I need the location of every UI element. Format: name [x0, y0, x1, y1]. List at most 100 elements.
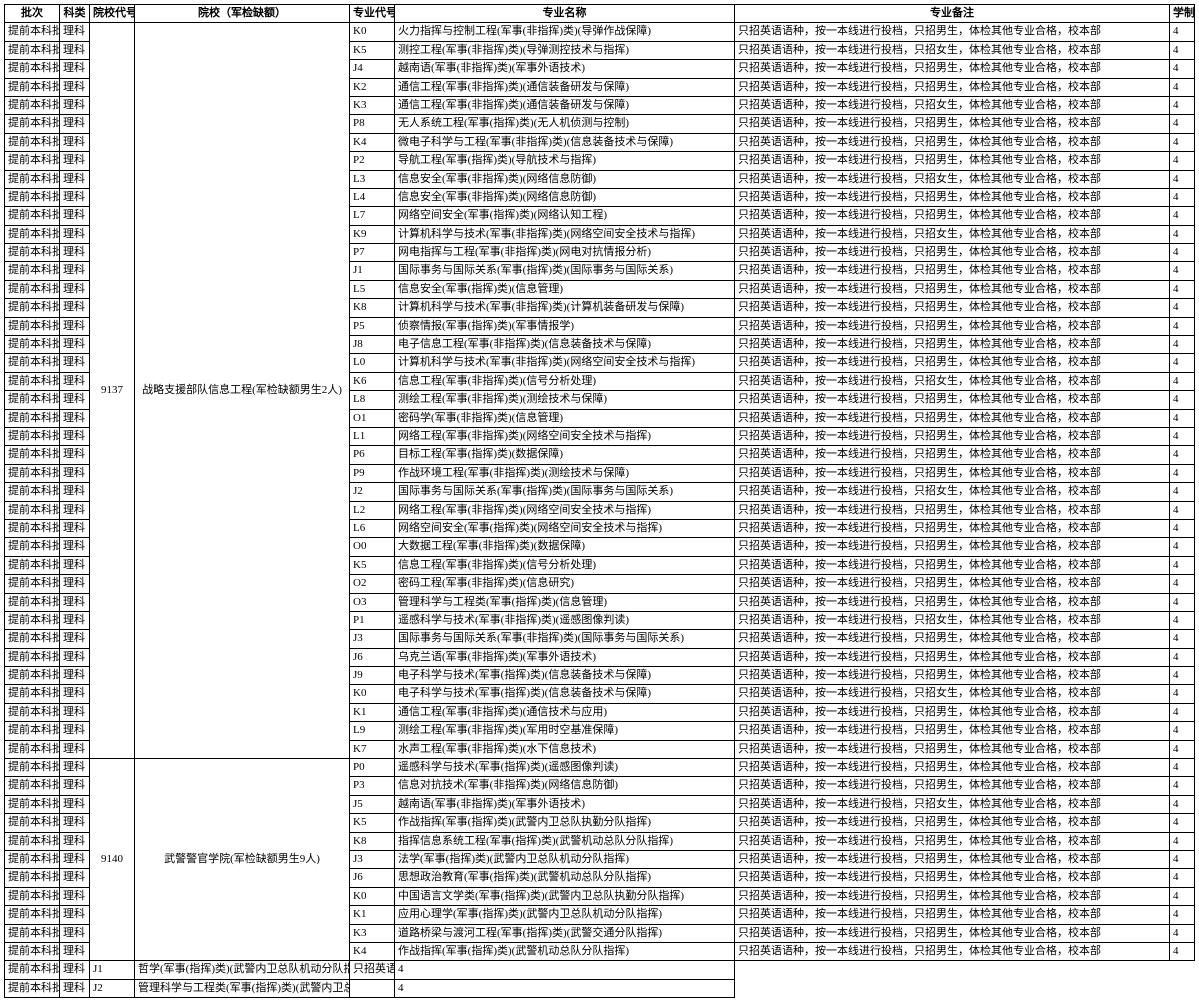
cell-subject: 理科 [60, 703, 90, 721]
cell-remark: 只招英语语种，按一本线进行投档，只招女生，体检其他专业合格，校本部 [735, 483, 1170, 501]
cell-year: 4 [1170, 869, 1195, 887]
cell-major: 微电子科学与工程(军事(非指挥)类)(信息装备技术与保障) [395, 133, 735, 151]
cell-batch: 提前本科批 [5, 777, 60, 795]
cell-year: 4 [1170, 446, 1195, 464]
cell-year: 4 [1170, 887, 1195, 905]
cell-subject: 理科 [60, 244, 90, 262]
col-batch: 批次 [5, 5, 60, 23]
cell-subject: 理科 [60, 372, 90, 390]
cell-major-code: L3 [350, 170, 395, 188]
cell-remark: 只招英语语种，按一本线进行投档，只招女生，体检其他专业合格，校本部 [735, 170, 1170, 188]
cell-remark: 只招英语语种，按一本线进行投档，只招男生，体检其他专业合格，校本部 [735, 519, 1170, 537]
cell-batch: 提前本科批 [5, 501, 60, 519]
cell-major-code: P7 [350, 244, 395, 262]
cell-major-code: K1 [350, 906, 395, 924]
cell-major: 网络空间安全(军事(指挥)类)(网络空间安全技术与指挥) [395, 519, 735, 537]
cell-remark: 只招英语语种，按一本线进行投档，只招男生，体检其他专业合格，校本部 [735, 832, 1170, 850]
cell-subject: 理科 [60, 41, 90, 59]
cell-major: 水声工程(军事(非指挥)类)(水下信息技术) [395, 740, 735, 758]
cell-batch: 提前本科批 [5, 409, 60, 427]
cell-remark: 只招英语语种，按一本线进行投档，只招女生，体检其他专业合格，校本部 [735, 225, 1170, 243]
cell-year: 4 [1170, 96, 1195, 114]
cell-batch: 提前本科批 [5, 703, 60, 721]
cell-major-code: J4 [350, 60, 395, 78]
cell-year: 4 [1170, 538, 1195, 556]
cell-batch: 提前本科批 [5, 78, 60, 96]
cell-major: 乌克兰语(军事(非指挥)类)(军事外语技术) [395, 648, 735, 666]
cell-school: 武警警官学院(军检缺额男生9人) [135, 759, 350, 961]
cell-remark: 只招英语语种，按一本线进行投档，只招男生，体检其他专业合格，校本部 [735, 427, 1170, 445]
cell-year: 4 [1170, 244, 1195, 262]
cell-batch: 提前本科批 [5, 152, 60, 170]
cell-major: 网电指挥与工程(军事(非指挥)类)(网电对抗情报分析) [395, 244, 735, 262]
cell-major: 管理科学与工程类(军事(指挥)类)(武警内卫总队机动分队指挥 [135, 979, 350, 997]
cell-year: 4 [1170, 372, 1195, 390]
cell-major-code: L5 [350, 280, 395, 298]
cell-batch: 提前本科批 [5, 832, 60, 850]
cell-remark: 只招英语语种，按一本线进行投档，只招男生，体检其他专业合格，校本部 [735, 850, 1170, 868]
cell-batch: 提前本科批 [5, 188, 60, 206]
cell-batch: 提前本科批 [5, 648, 60, 666]
cell-major-code: J2 [90, 979, 135, 997]
cell-major: 测绘工程(军事(非指挥)类)(军用时空基准保障) [395, 722, 735, 740]
cell-subject: 理科 [60, 391, 90, 409]
cell-major-code: J3 [350, 630, 395, 648]
cell-batch: 提前本科批 [5, 814, 60, 832]
cell-batch: 提前本科批 [5, 961, 60, 979]
cell-remark: 只招英语语种，按一本线进行投档，只招男生，体检其他专业合格，校本部 [735, 244, 1170, 262]
cell-year: 4 [1170, 795, 1195, 813]
cell-batch: 提前本科批 [5, 593, 60, 611]
cell-major-code: K2 [350, 78, 395, 96]
cell-major-code: J9 [350, 667, 395, 685]
cell-major: 法学(军事(指挥)类)(武警内卫总队机动分队指挥) [395, 850, 735, 868]
cell-major-code: P6 [350, 446, 395, 464]
cell-year: 4 [1170, 777, 1195, 795]
cell-batch: 提前本科批 [5, 556, 60, 574]
cell-year: 4 [1170, 262, 1195, 280]
cell-year: 4 [1170, 722, 1195, 740]
cell-batch: 提前本科批 [5, 611, 60, 629]
table-row: 提前本科批理科J1哲学(军事(指挥)类)(武警内卫总队机动分队指挥)只招英语语种… [5, 961, 1195, 979]
cell-major-code: L0 [350, 354, 395, 372]
cell-remark: 只招英语语种，按一本线进行投档，只招男生，体检其他专业合格，校本部 [735, 317, 1170, 335]
cell-major: 信息工程(军事(非指挥)类)(信号分析处理) [395, 372, 735, 390]
cell-remark: 只招英语语种，按一本线进行投档，只招男生，体检其他专业合格，校本部 [735, 409, 1170, 427]
cell-batch: 提前本科批 [5, 795, 60, 813]
cell-major: 哲学(军事(指挥)类)(武警内卫总队机动分队指挥) [135, 961, 350, 979]
cell-subject: 理科 [60, 667, 90, 685]
cell-batch: 提前本科批 [5, 299, 60, 317]
cell-batch: 提前本科批 [5, 60, 60, 78]
cell-remark: 只招英语语种，按一本线进行投档，只招男生，体检其他专业合格，校本部 [735, 667, 1170, 685]
cell-major: 电子科学与技术(军事(指挥)类)(信息装备技术与保障) [395, 685, 735, 703]
cell-batch: 提前本科批 [5, 317, 60, 335]
cell-remark: 只招英语语种，按一本线进行投档，只招男生，体检其他专业合格，校本部 [735, 501, 1170, 519]
cell-major: 信息对抗技术(军事(非指挥)类)(网络信息防御) [395, 777, 735, 795]
cell-major: 密码工程(军事(非指挥)类)(信息研究) [395, 575, 735, 593]
cell-subject: 理科 [60, 759, 90, 777]
cell-major-code: J1 [90, 961, 135, 979]
cell-batch: 提前本科批 [5, 446, 60, 464]
cell-remark: 只招英语语种，按一本线进行投档，只招男生，体检其他专业合格，校本部 [735, 942, 1170, 960]
cell-year: 4 [1170, 354, 1195, 372]
cell-year: 4 [1170, 188, 1195, 206]
cell-remark: 只招英语语种，按一本线进行投档，只招男生，体检其他专业合格，校本部 [735, 630, 1170, 648]
cell-remark: 只招英语语种，按一本线进行投档，只招男生，体检其他专业合格，校本部 [735, 188, 1170, 206]
cell-subject: 理科 [60, 464, 90, 482]
cell-major-code: K8 [350, 832, 395, 850]
cell-major: 无人系统工程(军事(指挥)类)(无人机侦测与控制) [395, 115, 735, 133]
cell-batch: 提前本科批 [5, 667, 60, 685]
cell-subject: 理科 [60, 869, 90, 887]
cell-year: 4 [1170, 906, 1195, 924]
cell-major: 国际事务与国际关系(军事(非指挥)类)(国际事务与国际关系) [395, 630, 735, 648]
cell-major: 测控工程(军事(非指挥)类)(导弹测控技术与指挥) [395, 41, 735, 59]
cell-batch: 提前本科批 [5, 280, 60, 298]
cell-major-code: P1 [350, 611, 395, 629]
cell-major-code: L2 [350, 501, 395, 519]
cell-remark: 只招英语语种，按一本线进行投档，只招男生，体检其他专业合格，校本部 [735, 906, 1170, 924]
cell-batch: 提前本科批 [5, 722, 60, 740]
cell-remark: 只招英语语种，按一本线进行投档，只招男生，体检其他专业合格，校本部 [735, 115, 1170, 133]
cell-batch: 提前本科批 [5, 740, 60, 758]
cell-major-code: K5 [350, 814, 395, 832]
cell-batch: 提前本科批 [5, 575, 60, 593]
cell-subject: 理科 [60, 96, 90, 114]
